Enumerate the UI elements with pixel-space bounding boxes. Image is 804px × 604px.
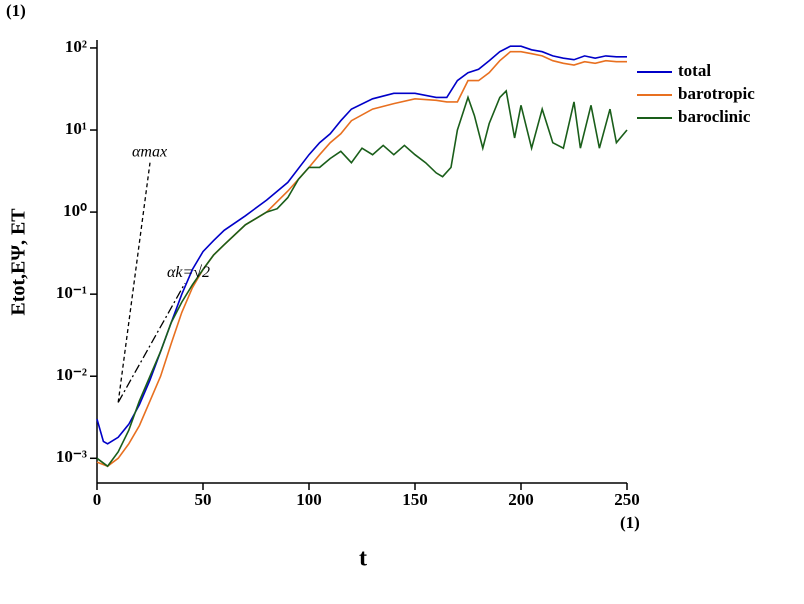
- x-tick-label: 250: [614, 490, 640, 509]
- series-line: [96, 89, 628, 468]
- x-unit: (1): [620, 513, 640, 532]
- legend-label: total: [678, 61, 711, 80]
- series-line: [96, 45, 627, 445]
- x-tick-label: 100: [296, 490, 322, 509]
- y-tick-label: 10⁻²: [56, 365, 87, 384]
- x-tick-label: 0: [93, 490, 102, 509]
- annotation-line: [117, 282, 186, 403]
- series-line: [96, 50, 627, 468]
- annotation-text: αk=√2: [167, 264, 210, 281]
- y-unit: (1): [6, 1, 26, 20]
- y-tick-label: 10⁰: [63, 201, 87, 220]
- y-tick-label: 10⁻¹: [56, 283, 87, 302]
- annotation-text: αmax: [132, 143, 167, 160]
- x-tick-label: 200: [508, 490, 534, 509]
- x-axis-label: t: [359, 546, 367, 572]
- y-tick-label: 10¹: [65, 119, 87, 138]
- y-tick-label: 10²: [65, 37, 87, 56]
- y-tick-label: 10⁻³: [56, 447, 87, 466]
- annotation-line: [117, 162, 151, 403]
- legend-label: barotropic: [678, 84, 755, 103]
- x-tick-label: 150: [402, 490, 428, 509]
- legend-label: baroclinic: [678, 107, 751, 126]
- x-tick-label: 50: [195, 490, 212, 509]
- y-axis-label: Etot,EΨ, ET: [8, 208, 30, 316]
